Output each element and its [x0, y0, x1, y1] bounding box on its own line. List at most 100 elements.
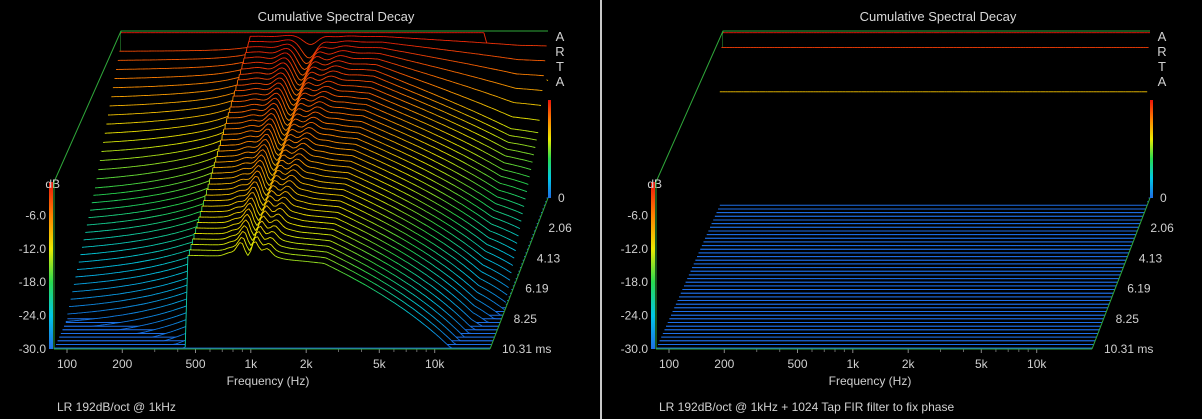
- slice-segment: [158, 257, 162, 259]
- slice-segment: [528, 153, 532, 155]
- slice-segment: [445, 118, 449, 121]
- slice-segment: [152, 187, 156, 189]
- slice-segment: [370, 131, 374, 134]
- slice-segment: [281, 165, 285, 169]
- slice-segment: [442, 117, 446, 120]
- slice-segment: [281, 178, 285, 181]
- slice-segment: [526, 175, 530, 178]
- slice-segment: [486, 274, 490, 277]
- slice-segment: [415, 105, 419, 108]
- slice-segment: [498, 218, 502, 221]
- slice-segment: [434, 215, 438, 219]
- slice-segment: [432, 173, 436, 176]
- slice-segment: [325, 97, 329, 100]
- slice-segment: [448, 154, 452, 157]
- slice-segment: [415, 191, 419, 194]
- slice-segment: [390, 205, 394, 208]
- slice-segment: [466, 267, 470, 271]
- slice-segment: [180, 272, 184, 274]
- slice-segment: [464, 220, 468, 223]
- slice-segment: [502, 283, 507, 287]
- slice-segment: [346, 177, 350, 180]
- slice-segment: [418, 179, 422, 182]
- slice-segment: [492, 94, 496, 97]
- slice-segment: [293, 113, 298, 117]
- slice-segment: [491, 253, 495, 256]
- slice-segment: [355, 143, 359, 146]
- slice-segment: [279, 183, 283, 186]
- slice-segment: [340, 200, 344, 203]
- slice-segment: [277, 49, 281, 52]
- slice-segment: [507, 133, 511, 137]
- slice-segment: [399, 230, 404, 233]
- slice-segment: [494, 278, 499, 281]
- slice-segment: [506, 99, 510, 102]
- slice-segment: [313, 116, 317, 119]
- slice-segment: [474, 132, 478, 135]
- slice-segment: [478, 155, 482, 158]
- slice-segment: [331, 65, 335, 67]
- slice-segment: [396, 182, 400, 185]
- slice-segment: [393, 160, 397, 163]
- slice-segment: [317, 61, 321, 64]
- slice-segment: [514, 225, 518, 228]
- slice-segment: [220, 87, 224, 90]
- slice-segment: [253, 181, 257, 183]
- slice-segment: [326, 58, 330, 61]
- slice-segment: [284, 132, 288, 136]
- slice-segment: [444, 59, 448, 61]
- slice-segment: [448, 232, 453, 235]
- slice-segment: [519, 143, 522, 146]
- slice-segment: [231, 176, 235, 179]
- slice-segment: [306, 63, 311, 69]
- slice-segment: [490, 199, 494, 203]
- slice-segment: [374, 152, 378, 155]
- slice-segment: [513, 171, 517, 174]
- slice-segment: [403, 205, 407, 208]
- slice-segment: [455, 61, 459, 63]
- slice-segment: [299, 46, 303, 52]
- slice-segment: [422, 202, 426, 205]
- slice-segment: [279, 147, 283, 151]
- slice-segment: [481, 157, 485, 160]
- slice-segment: [276, 92, 281, 96]
- slice-segment: [360, 158, 364, 161]
- slice-segment: [419, 127, 423, 130]
- slice-segment: [389, 68, 393, 71]
- slice-segment: [372, 100, 376, 103]
- slice-segment: [414, 184, 418, 187]
- slice-segment: [427, 232, 431, 236]
- slice-segment: [322, 175, 325, 177]
- slice-segment: [305, 73, 310, 78]
- slice-segment: [442, 130, 446, 133]
- slice-segment: [423, 135, 427, 138]
- slice-segment: [465, 134, 469, 138]
- slice-segment: [322, 52, 326, 55]
- slice-segment: [527, 160, 530, 162]
- slice-segment: [192, 226, 196, 229]
- slice-segment: [449, 127, 453, 130]
- slice-segment: [421, 181, 425, 184]
- slice-segment: [406, 227, 410, 230]
- slice-segment: [297, 165, 301, 169]
- slice-segment: [287, 43, 290, 46]
- slice-segment: [336, 77, 340, 80]
- slice-segment: [418, 106, 422, 110]
- slice-segment: [466, 156, 470, 159]
- slice-segment: [418, 54, 421, 56]
- slice-segment: [519, 212, 523, 215]
- slice-segment: [261, 154, 265, 158]
- slice-segment: [454, 235, 458, 239]
- slice-segment: [267, 186, 271, 191]
- slice-segment: [202, 114, 206, 116]
- slice-segment: [294, 78, 298, 84]
- slice-segment: [463, 106, 466, 109]
- slice-segment: [197, 131, 200, 133]
- slice-segment: [164, 177, 168, 180]
- slice-segment: [501, 146, 505, 149]
- slice-segment: [449, 80, 453, 83]
- slice-segment: [454, 207, 458, 210]
- slice-segment: [428, 226, 432, 229]
- slice-segment: [522, 166, 526, 169]
- slice-segment: [189, 192, 193, 195]
